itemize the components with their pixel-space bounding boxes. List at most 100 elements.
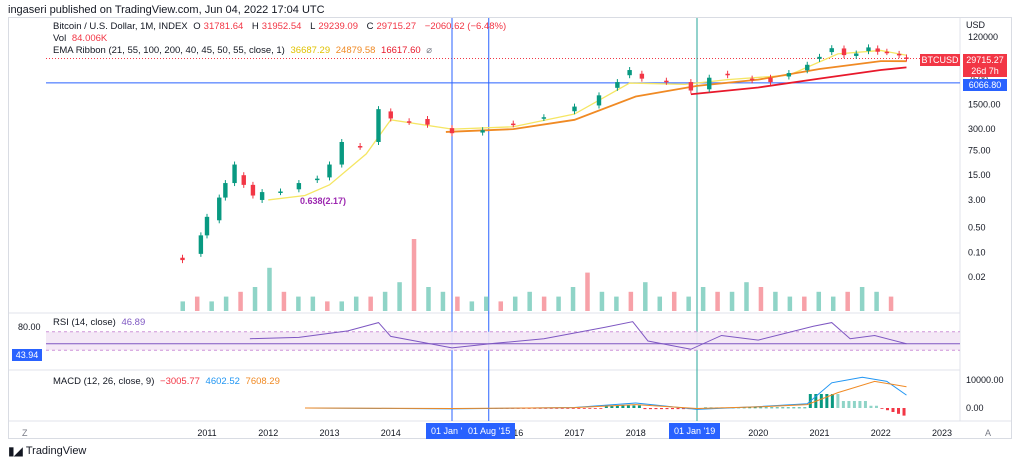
macd-hist-bar	[571, 408, 575, 409]
volume-bar	[527, 291, 532, 311]
year-label: 2022	[871, 428, 891, 438]
macd-hist-bar	[847, 401, 851, 408]
volume-bar	[686, 296, 691, 311]
volume-label[interactable]: Vol	[53, 33, 67, 44]
macd-hist-bar	[742, 407, 746, 409]
candle-body	[357, 146, 363, 148]
macd-hist-bar	[659, 408, 663, 410]
volume-bar	[715, 291, 720, 311]
macd-hist-bar	[825, 394, 829, 408]
legend-ema: EMA Ribbon (21, 55, 100, 200, 40, 45, 50…	[53, 45, 435, 56]
ema-line-2	[445, 60, 907, 133]
volume-bar	[296, 296, 301, 311]
candle-body	[904, 57, 909, 59]
candle-body	[259, 192, 265, 200]
macd-hist-bar	[874, 405, 878, 408]
macd-hist-bar	[885, 408, 889, 411]
macd-hist-bar	[615, 405, 619, 408]
volume-bar	[512, 296, 518, 311]
macd-hist-bar	[632, 405, 636, 408]
macd-hist-bar	[582, 408, 586, 409]
macd-hist-bar	[665, 408, 669, 410]
signal-line	[304, 380, 907, 410]
brand-name[interactable]: TradingView	[25, 445, 87, 457]
open-value: 31781.64	[203, 21, 244, 32]
price-tick-label: 300.00	[968, 124, 996, 134]
volume-bar	[671, 291, 677, 311]
macd-hist-bar	[797, 407, 801, 409]
rsi-label[interactable]: RSI (14, close)	[53, 317, 116, 328]
macd-hist-bar	[803, 407, 807, 409]
volume-bar	[238, 291, 243, 311]
candle-body	[449, 128, 455, 134]
candle-body	[572, 106, 577, 112]
volume-bar	[816, 291, 822, 311]
rsi-value: 46.89	[121, 317, 146, 328]
date-tag-3[interactable]: 01 Jan '19	[669, 423, 721, 439]
candle-body	[817, 56, 822, 59]
macd-label[interactable]: MACD (12, 26, close, 9)	[53, 376, 155, 387]
ema-settings-icon[interactable]: ⌀	[426, 45, 433, 56]
macd-hist-bar	[560, 408, 564, 409]
volume-bar	[310, 296, 316, 311]
candle-body	[315, 178, 320, 181]
macd-hist-bar	[682, 408, 686, 410]
price-tick-label: 0.50	[968, 223, 986, 233]
ema-label[interactable]: EMA Ribbon (21, 55, 100, 200, 40, 45, 50…	[53, 45, 285, 56]
volume-bar	[802, 296, 807, 311]
macd1-value: −3005.77	[160, 376, 200, 387]
macd-hist-bar	[588, 408, 592, 409]
auto-scale-button[interactable]: A	[985, 428, 992, 438]
footer: ▮◢ TradingView	[8, 444, 86, 458]
symbol-title[interactable]: Bitcoin / U.S. Dollar, 1M, INDEX	[53, 21, 188, 32]
candle-body	[707, 77, 712, 90]
candle-body	[541, 117, 547, 119]
volume-value: 84.006K	[71, 33, 108, 44]
ema3-value: 16617.60	[381, 45, 421, 56]
macd-hist-bar	[643, 408, 647, 410]
candle-body	[615, 82, 620, 88]
candle-body	[866, 47, 871, 52]
legend-macd: MACD (12, 26, close, 9) −3005.77 4602.52…	[53, 376, 283, 387]
macd-hist-bar	[781, 407, 785, 409]
volume-bar	[556, 296, 561, 311]
candle-body	[250, 184, 256, 196]
volume-bar	[440, 291, 446, 311]
macd-hist-bar	[897, 408, 901, 414]
year-label: 2017	[564, 428, 584, 438]
volume-bar	[874, 291, 879, 311]
candle-body	[768, 77, 773, 83]
zoom-button[interactable]: Z	[22, 428, 28, 438]
macd-hist-bar	[792, 407, 796, 409]
candle-body	[327, 164, 332, 178]
candle-body	[639, 73, 645, 79]
price-tick-label: 15.00	[968, 170, 991, 180]
volume-bar	[888, 296, 894, 311]
candle-body	[627, 70, 632, 76]
volume-bar	[570, 287, 576, 311]
fib-annotation[interactable]: 0.638(2.17)	[300, 196, 347, 206]
volume-bar	[281, 291, 287, 311]
year-label: 2023	[932, 428, 952, 438]
macd-hist-bar	[764, 407, 768, 409]
price-tick-label: 120000	[968, 32, 998, 42]
date-tag-2[interactable]: 01 Aug '15	[463, 423, 516, 439]
volume-bar	[643, 282, 648, 311]
ema1-value: 36687.29	[290, 45, 331, 56]
volume-bar	[368, 296, 373, 311]
symbol-tag: BTCUSD	[920, 54, 960, 66]
date-tag-1[interactable]: 01 Jan '	[426, 423, 468, 439]
candle-body	[204, 216, 210, 236]
candle-body	[339, 141, 344, 165]
candle-body	[749, 78, 755, 81]
rsi-top-tick: 80.00	[18, 322, 41, 332]
volume-bar	[614, 296, 619, 311]
rsi-current-tag: 43.94	[12, 349, 42, 361]
macd-hist-bar	[599, 408, 603, 409]
volume-bar	[382, 291, 388, 311]
legend-volume: Vol 84.006K	[53, 33, 110, 44]
legend-rsi: RSI (14, close) 46.89	[53, 317, 148, 328]
volume-bar	[700, 287, 706, 311]
macd2-value: 4602.52	[205, 376, 240, 387]
